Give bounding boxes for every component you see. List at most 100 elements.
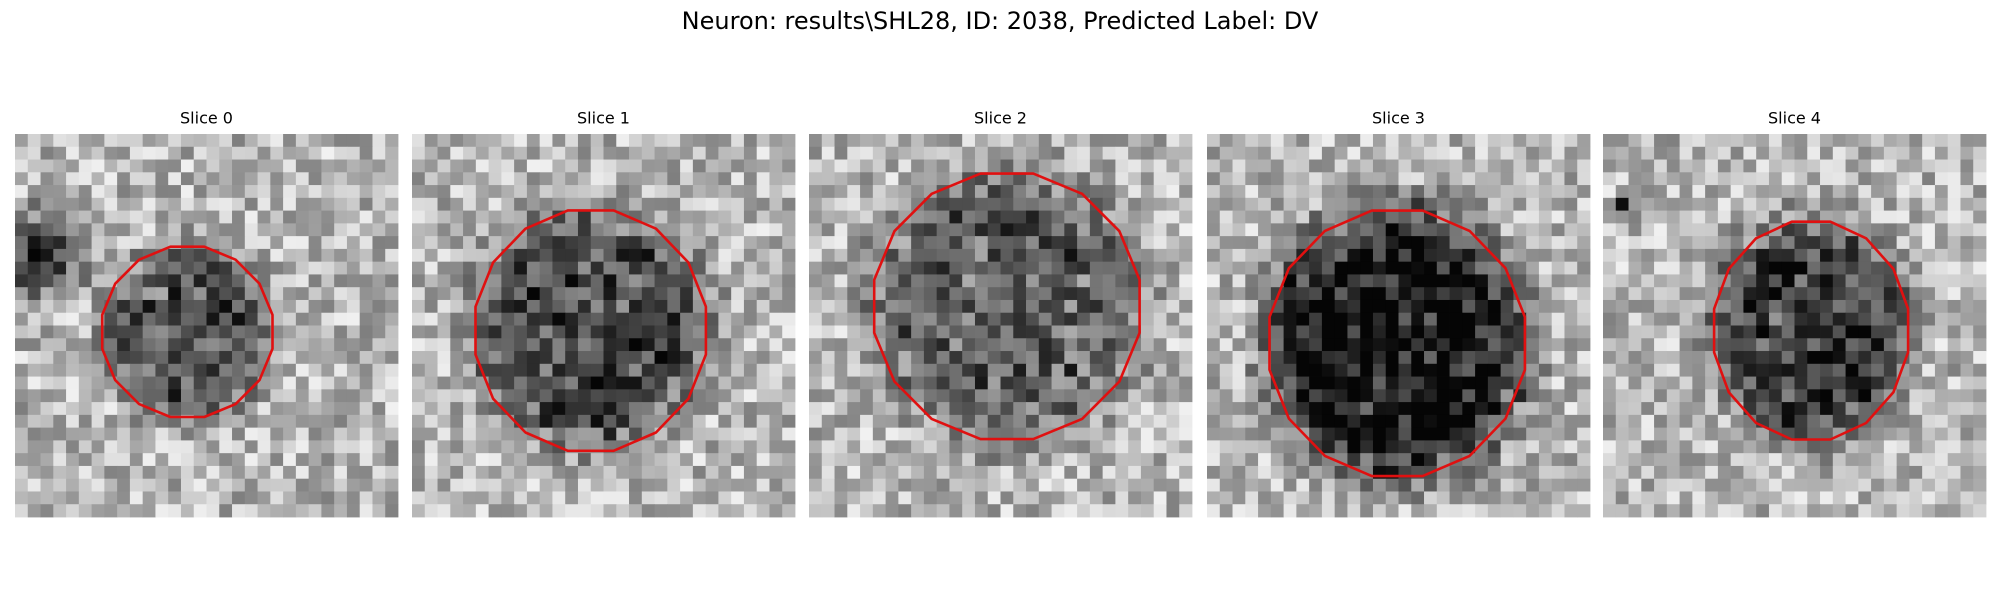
- pixel: [1347, 223, 1361, 237]
- pixel: [1871, 363, 1885, 377]
- pixel: [1000, 491, 1014, 505]
- pixel: [1232, 248, 1246, 263]
- pixel: [1883, 478, 1898, 492]
- pixel: [1871, 389, 1885, 403]
- pixel: [667, 440, 681, 454]
- pixel: [232, 210, 246, 224]
- pixel: [1896, 414, 1910, 429]
- pixel: [769, 504, 783, 518]
- pixel: [15, 325, 29, 339]
- pixel: [1219, 491, 1233, 505]
- pixel: [346, 312, 361, 326]
- pixel: [718, 223, 732, 237]
- pixel: [1051, 287, 1065, 301]
- pixel: [565, 427, 579, 441]
- pixel: [1013, 427, 1027, 441]
- pixel: [885, 427, 899, 441]
- pixel: [1245, 363, 1259, 377]
- pixel: [1973, 134, 1987, 148]
- pixel: [180, 338, 195, 352]
- pixel: [1102, 299, 1116, 314]
- pixel: [488, 351, 502, 365]
- pixel: [565, 351, 579, 365]
- pixel: [1577, 414, 1591, 429]
- pixel: [1538, 146, 1553, 160]
- pixel: [1115, 274, 1129, 288]
- pixel: [987, 287, 1001, 301]
- pixel: [1934, 491, 1949, 505]
- panel-label: Slice 0: [180, 109, 233, 128]
- pixel: [1628, 172, 1642, 186]
- pixel: [142, 363, 156, 377]
- pixel: [1858, 427, 1872, 441]
- pixel: [526, 236, 541, 250]
- pixel: [1128, 299, 1142, 314]
- pixel: [667, 389, 681, 403]
- pixel: [1334, 299, 1348, 314]
- pixel: [1166, 338, 1180, 352]
- pixel: [872, 312, 886, 326]
- pixel: [692, 146, 707, 160]
- pixel: [1128, 363, 1142, 377]
- pixel: [949, 299, 963, 314]
- pixel: [129, 287, 144, 301]
- pixel: [974, 465, 989, 480]
- pixel: [1179, 338, 1193, 352]
- pixel: [974, 453, 989, 467]
- pixel: [847, 465, 861, 480]
- pixel: [1692, 453, 1706, 467]
- pixel: [219, 376, 233, 390]
- pixel: [1513, 465, 1527, 480]
- pixel: [1283, 453, 1297, 467]
- pixel: [66, 453, 80, 467]
- pixel: [962, 312, 976, 326]
- pixel: [1475, 312, 1489, 326]
- pixel: [219, 338, 233, 352]
- pixel: [616, 376, 630, 390]
- pixel: [1756, 185, 1770, 199]
- pixel: [1207, 210, 1221, 224]
- pixel: [1513, 478, 1527, 492]
- pixel: [283, 261, 297, 275]
- pixel: [782, 491, 796, 505]
- pixel: [142, 453, 156, 467]
- pixel: [1385, 134, 1399, 148]
- pixel: [769, 389, 783, 403]
- pixel: [1513, 351, 1527, 365]
- pixel: [987, 325, 1001, 339]
- pixel: [1077, 210, 1091, 224]
- pixel: [359, 504, 373, 518]
- pixel: [1526, 185, 1540, 199]
- pixel: [91, 389, 105, 403]
- pixel: [1500, 491, 1514, 505]
- pixel: [1245, 146, 1259, 160]
- pixel: [692, 427, 707, 441]
- pixel: [475, 185, 489, 199]
- pixel: [232, 134, 246, 148]
- pixel: [129, 172, 144, 186]
- pixel: [616, 172, 630, 186]
- pixel: [488, 274, 502, 288]
- pixel: [232, 414, 246, 429]
- pixel: [91, 223, 105, 237]
- pixel: [1089, 261, 1104, 275]
- pixel: [78, 491, 92, 505]
- pixel: [885, 504, 899, 518]
- pixel: [1179, 197, 1193, 211]
- pixel: [1385, 478, 1399, 492]
- pixel: [308, 210, 322, 224]
- pixel: [1820, 325, 1834, 339]
- pixel: [1064, 402, 1078, 416]
- pixel: [475, 325, 489, 339]
- pixel: [27, 248, 41, 263]
- pixel: [1309, 338, 1323, 352]
- pixel: [1641, 312, 1655, 326]
- pixel: [1603, 376, 1617, 390]
- pixel: [1219, 465, 1233, 480]
- pixel: [1922, 287, 1936, 301]
- pixel: [1807, 427, 1821, 441]
- pixel: [949, 287, 963, 301]
- pixel: [654, 236, 668, 250]
- pixel: [590, 223, 604, 237]
- pixel: [1411, 248, 1425, 263]
